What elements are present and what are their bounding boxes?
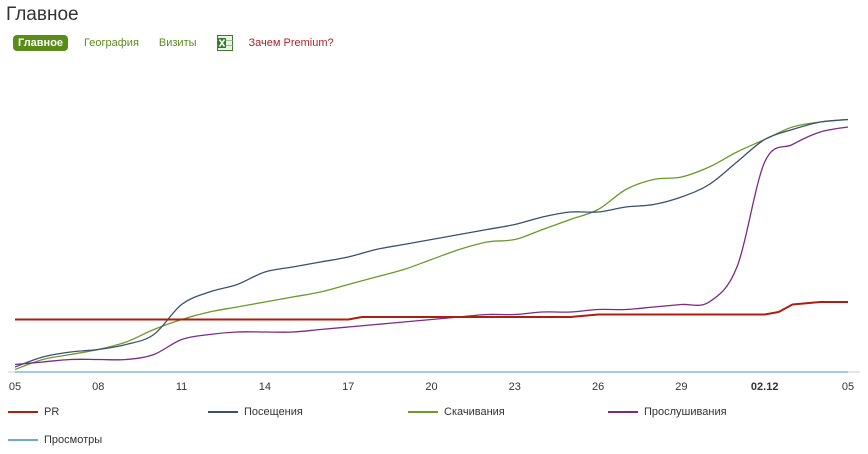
- series-line-0: [15, 301, 848, 321]
- legend-swatch: [8, 439, 38, 441]
- x-tick-label: 11: [176, 381, 187, 393]
- series-line-2: [14, 118, 849, 371]
- legend-label: Посещения: [244, 406, 303, 418]
- legend-item-listens: Прослушивания: [608, 406, 727, 418]
- legend-label: Прослушивания: [644, 406, 727, 418]
- legend-swatch: [208, 411, 238, 413]
- tab-bar: Главное География Визиты Зачем Premium?: [13, 35, 334, 51]
- excel-icon[interactable]: [216, 35, 233, 51]
- x-tick-label: 23: [509, 381, 521, 393]
- legend-item-views: Просмотры: [8, 434, 102, 446]
- legend-label: Скачивания: [444, 406, 505, 418]
- legend-item-downloads: Скачивания: [408, 406, 505, 418]
- legend-label: Просмотры: [44, 434, 103, 446]
- x-tick-label: 05: [9, 381, 21, 393]
- tab-visits[interactable]: Визиты: [158, 37, 197, 49]
- tab-geography[interactable]: География: [84, 37, 139, 49]
- x-tick-label: 02.12: [751, 381, 779, 393]
- tab-main[interactable]: Главное: [13, 35, 69, 51]
- premium-link[interactable]: Зачем Premium?: [248, 37, 334, 49]
- series-line-1: [14, 118, 849, 368]
- legend-swatch: [8, 411, 38, 413]
- legend-swatch: [608, 411, 638, 413]
- page-title: Главное: [6, 4, 79, 25]
- x-tick-label: 17: [342, 381, 354, 393]
- x-tick-label: 08: [92, 381, 104, 393]
- legend-swatch: [408, 411, 438, 413]
- x-tick-label: 29: [675, 381, 687, 393]
- series-line-3: [14, 126, 849, 366]
- x-tick-label: 20: [425, 381, 437, 393]
- line-chart: 05 08 11 14 17 20 23 26 29 02.12 05: [8, 118, 860, 393]
- x-tick-label: 05: [842, 381, 854, 393]
- x-tick-label: 26: [592, 381, 604, 393]
- x-tick-label: 14: [259, 381, 271, 393]
- legend-label: PR: [44, 406, 60, 418]
- legend-item-pr: PR: [8, 406, 59, 418]
- legend-item-visits: Посещения: [208, 406, 303, 418]
